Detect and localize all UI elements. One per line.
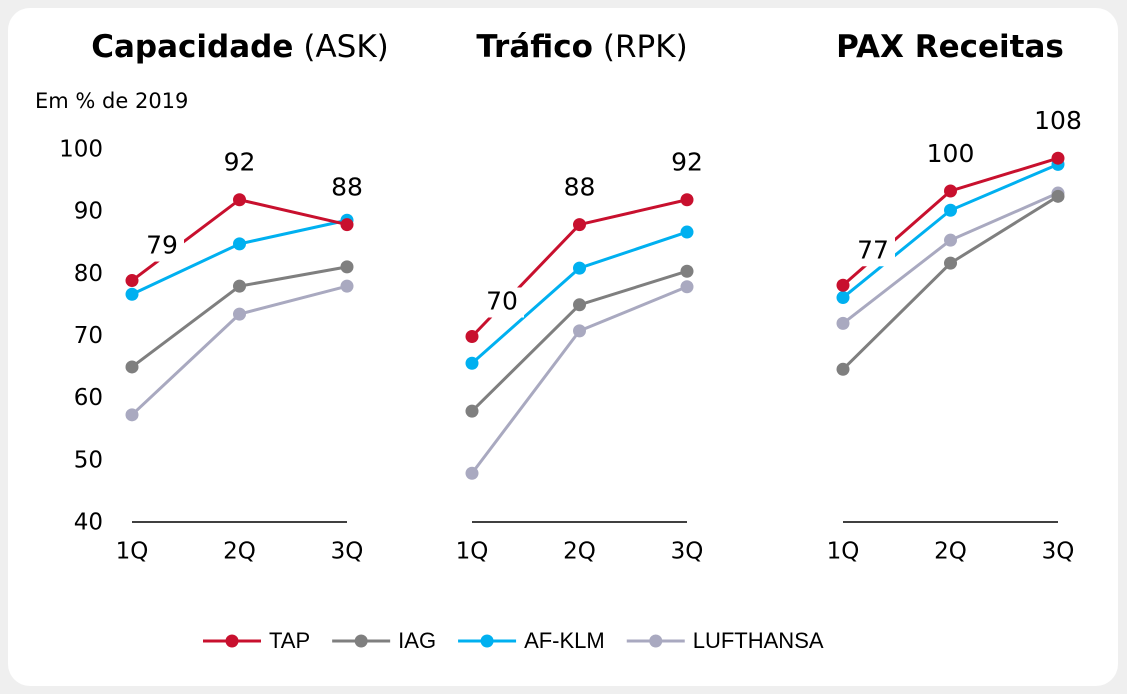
panel-title: PAX Receitas — [836, 29, 1064, 65]
legend-label: TAP — [269, 628, 310, 653]
y-tick-label: 60 — [74, 385, 103, 411]
point — [340, 218, 354, 232]
legend-label: AF-KLM — [524, 628, 605, 653]
point — [836, 291, 850, 305]
point — [836, 278, 850, 292]
data-label: 88 — [564, 173, 596, 202]
point — [573, 298, 586, 312]
point — [1051, 151, 1065, 165]
point — [233, 307, 246, 321]
data-label: 70 — [486, 287, 518, 316]
x-tick-label: 2Q — [934, 539, 967, 565]
x-tick-label: 2Q — [223, 539, 256, 565]
title-suffix: (ASK) — [303, 29, 388, 65]
legend-label: LUFTHANSA — [693, 628, 824, 653]
title-main: Tráfico — [476, 29, 593, 65]
title-main: PAX Receitas — [836, 29, 1064, 65]
point — [944, 203, 957, 217]
point — [836, 362, 850, 376]
title-main: Capacidade — [91, 29, 293, 65]
data-label: 92 — [224, 148, 256, 177]
data-label: 100 — [927, 139, 975, 168]
label-bg — [140, 231, 184, 262]
data-label: 88 — [331, 173, 363, 202]
label-bg — [217, 148, 262, 179]
label-bg — [325, 173, 369, 204]
x-tick-label: 1Q — [456, 539, 489, 565]
x-tick-label: 1Q — [827, 539, 860, 565]
legend-marker — [225, 634, 239, 648]
y-tick-label: 70 — [74, 323, 103, 349]
unit-note: Em % de 2019 — [35, 89, 188, 113]
panel-title: Capacidade (ASK) — [91, 29, 389, 65]
point — [233, 237, 246, 251]
label-bg — [928, 139, 973, 170]
y-tick-label: 40 — [74, 510, 103, 536]
y-tick-label: 90 — [74, 199, 103, 225]
data-label: 77 — [857, 235, 889, 264]
point — [573, 261, 586, 275]
card — [8, 8, 1118, 686]
point — [233, 279, 246, 293]
legend-item: IAG — [332, 628, 436, 653]
legend-marker — [480, 634, 494, 648]
point — [573, 218, 586, 232]
legend-label: IAG — [398, 628, 436, 653]
data-label: 108 — [1034, 106, 1082, 135]
point — [944, 233, 957, 247]
label-bg — [665, 148, 709, 179]
point — [465, 356, 479, 370]
legend-marker — [649, 634, 663, 648]
point — [944, 256, 957, 270]
legend-item: AF-KLM — [458, 628, 605, 653]
point — [465, 466, 479, 480]
point — [340, 260, 354, 274]
x-tick-label: 1Q — [116, 539, 149, 565]
point — [680, 193, 694, 207]
point — [465, 404, 479, 418]
point — [944, 184, 957, 198]
x-tick-label: 2Q — [563, 539, 596, 565]
label-bg — [851, 236, 895, 267]
panel-title: Tráfico (RPK) — [476, 29, 687, 65]
legend-marker — [354, 634, 368, 648]
point — [1051, 189, 1065, 203]
y-tick-label: 50 — [74, 447, 103, 473]
label-bg — [1036, 107, 1080, 138]
legend-item: LUFTHANSA — [626, 628, 824, 653]
label-bg — [480, 287, 524, 318]
point — [680, 280, 694, 294]
x-tick-label: 3Q — [1042, 539, 1075, 565]
y-tick-label: 100 — [59, 137, 103, 163]
data-label: 79 — [146, 231, 178, 260]
point — [125, 274, 139, 288]
point — [125, 287, 139, 301]
x-tick-label: 3Q — [671, 539, 704, 565]
point — [340, 279, 354, 293]
y-tick-label: 80 — [74, 261, 103, 287]
title-suffix: (RPK) — [603, 29, 688, 65]
point — [836, 316, 850, 330]
x-tick-label: 3Q — [331, 539, 364, 565]
point — [573, 324, 586, 338]
label-bg — [557, 173, 602, 204]
point — [465, 330, 479, 343]
point — [125, 408, 139, 422]
point — [680, 264, 694, 278]
point — [125, 360, 139, 374]
point — [233, 193, 246, 207]
data-label: 92 — [671, 148, 703, 177]
point — [680, 225, 694, 239]
legend-item: TAP — [203, 628, 310, 653]
